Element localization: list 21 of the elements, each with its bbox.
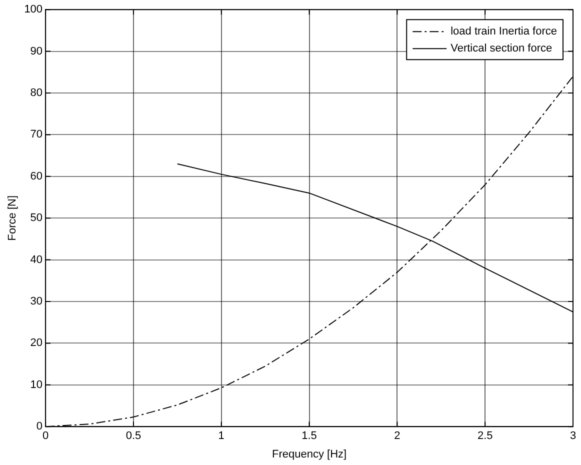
- y-tick-label: 90: [30, 45, 43, 58]
- y-tick-label: 0: [36, 420, 43, 433]
- y-tick-label: 80: [30, 87, 43, 100]
- x-tick-label: 3: [570, 430, 576, 442]
- x-tick-label: 2.5: [477, 430, 493, 442]
- y-tick-label: 10: [30, 378, 43, 391]
- y-tick-label: 60: [30, 170, 43, 182]
- y-tick-label: 20: [30, 337, 43, 350]
- y-tick-label: 40: [30, 254, 43, 266]
- x-axis-title: Frequency [Hz]: [272, 448, 347, 460]
- x-tick-label: 0.5: [126, 430, 142, 442]
- x-tick-label: 1.5: [302, 430, 317, 442]
- y-tick-label: 70: [30, 128, 43, 141]
- y-tick-label: 50: [30, 212, 43, 224]
- x-tick-label: 2: [394, 430, 400, 442]
- x-tick-label: 1: [218, 430, 224, 442]
- y-axis-title: Force [N]: [6, 195, 19, 241]
- legend-label: Vertical section force: [450, 42, 552, 55]
- y-tick-label: 30: [30, 296, 43, 308]
- y-tick-label: 100: [24, 4, 43, 16]
- legend-label: load train Inertia force: [450, 26, 557, 38]
